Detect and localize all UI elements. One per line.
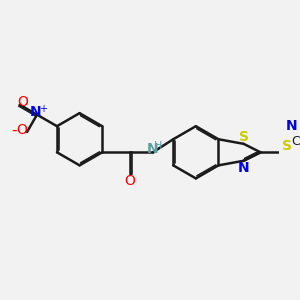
Text: N: N <box>30 105 41 119</box>
Text: N: N <box>286 119 297 133</box>
Text: C: C <box>291 135 300 148</box>
Text: -: - <box>11 123 17 138</box>
Text: H: H <box>154 140 163 151</box>
Text: O: O <box>17 94 28 109</box>
Text: N: N <box>147 142 159 156</box>
Text: O: O <box>124 174 135 188</box>
Text: S: S <box>239 130 249 144</box>
Text: +: + <box>39 104 47 114</box>
Text: S: S <box>282 139 292 152</box>
Text: N: N <box>238 160 250 175</box>
Text: O: O <box>16 123 27 137</box>
